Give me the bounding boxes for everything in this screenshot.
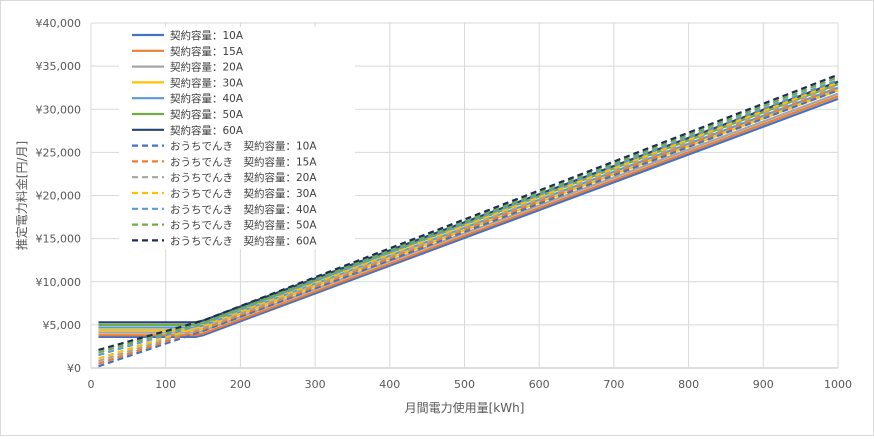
x-tick-label: 900 <box>753 378 774 391</box>
legend-label: 契約容量：20A <box>170 61 244 74</box>
y-tick-label: ¥5,000 <box>43 319 82 332</box>
y-axis-ticks: ¥0 ¥5,000 ¥10,000 ¥15,000 ¥20,000 ¥25,000 ¥30,… <box>36 17 82 375</box>
x-axis-title: 月間電力使用量[kWh] <box>405 400 525 415</box>
x-tick-label: 100 <box>155 378 176 391</box>
x-tick-label: 500 <box>454 378 475 391</box>
y-axis-title: 推定電力料金[円/月] <box>14 141 29 250</box>
legend-label: おうちでんき 契約容量：60A <box>170 234 317 247</box>
x-tick-label: 300 <box>305 378 326 391</box>
series-line <box>98 86 839 365</box>
legend: 契約容量：10A 契約容量：15A 契約容量：20A 契約容量：30A 契約容量：40A… <box>119 27 355 249</box>
series-line <box>98 84 839 363</box>
legend-label: 契約容量：15A <box>170 45 244 58</box>
legend-label: 契約容量：40A <box>170 92 244 105</box>
y-tick-label: ¥15,000 <box>36 233 82 246</box>
x-tick-label: 0 <box>88 378 95 391</box>
legend-label: おうちでんき 契約容量：50A <box>170 219 317 232</box>
y-tick-label: ¥25,000 <box>36 146 82 159</box>
x-axis-ticks: 0 100 200 300 400 500 600 700 800 900 1000 <box>88 378 853 391</box>
x-tick-label: 700 <box>603 378 624 391</box>
x-tick-label: 800 <box>678 378 699 391</box>
legend-label: 契約容量：50A <box>170 108 244 121</box>
y-tick-label: ¥20,000 <box>36 190 82 203</box>
y-tick-label: ¥0 <box>67 362 81 375</box>
series-lines <box>98 73 839 368</box>
x-tick-label: 400 <box>379 378 400 391</box>
x-tick-label: 200 <box>230 378 251 391</box>
legend-label: 契約容量：30A <box>170 76 244 89</box>
series-line <box>98 78 839 357</box>
x-tick-label: 1000 <box>824 378 852 391</box>
x-tick-label: 600 <box>529 378 550 391</box>
legend-label: おうちでんき 契約容量：15A <box>170 155 317 168</box>
legend-label: 契約容量：60A <box>170 124 244 137</box>
legend-label: 契約容量：10A <box>170 29 244 42</box>
series-line <box>98 73 839 351</box>
y-tick-label: ¥30,000 <box>36 103 82 116</box>
series-line <box>98 92 839 334</box>
series-line <box>98 81 839 360</box>
y-tick-label: ¥40,000 <box>36 17 82 30</box>
y-tick-label: ¥35,000 <box>36 60 82 73</box>
legend-background <box>119 27 355 249</box>
series-line <box>98 76 839 354</box>
legend-label: おうちでんき 契約容量：20A <box>170 171 317 184</box>
legend-label: おうちでんき 契約容量：10A <box>170 140 317 153</box>
y-tick-label: ¥10,000 <box>36 276 82 289</box>
legend-label: おうちでんき 契約容量：30A <box>170 187 317 200</box>
legend-label: おうちでんき 契約容量：40A <box>170 203 317 216</box>
series-line <box>98 89 839 368</box>
